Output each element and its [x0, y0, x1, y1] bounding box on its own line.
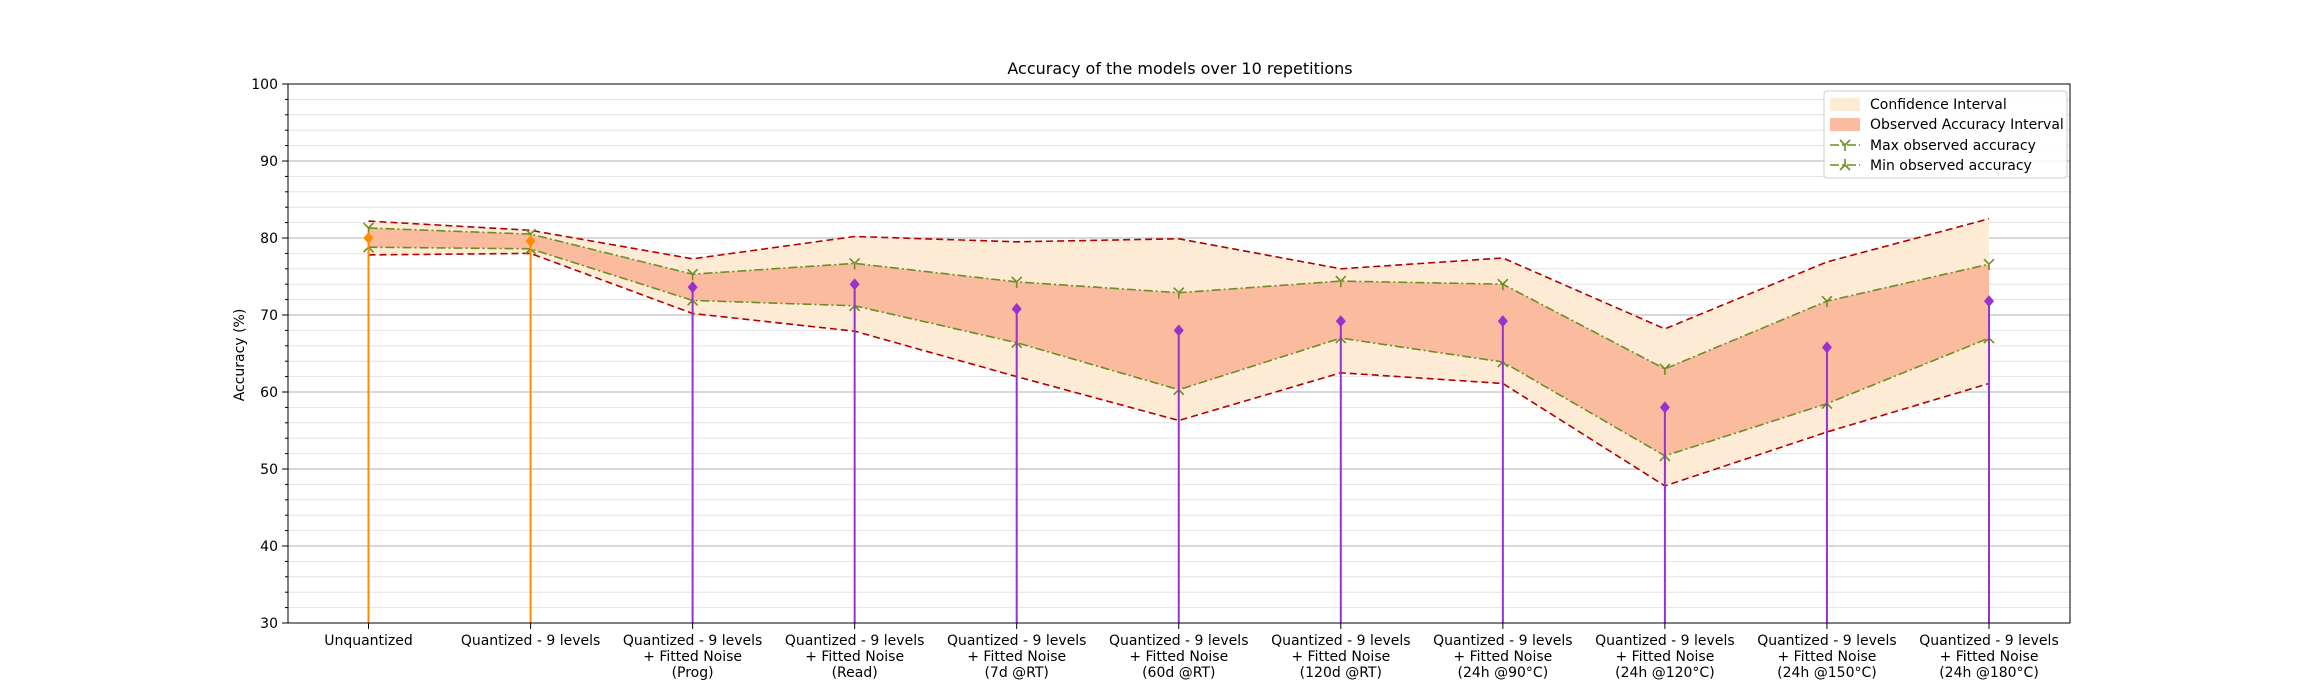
confidence-upper-line: [368, 218, 1990, 330]
legend-label-observed: Observed Accuracy Interval: [1870, 117, 2064, 133]
y-tick-label: 40: [260, 539, 278, 555]
legend: Confidence Interval Observed Accuracy In…: [1823, 90, 2068, 179]
y-tick-label: 60: [260, 385, 278, 401]
y-tick-label: 70: [260, 308, 278, 324]
x-tick-label: Quantized - 9 levels + Fitted Noise (24h @…: [1919, 633, 2058, 681]
x-tick-label: Quantized - 9 levels + Fitted Noise (24h @…: [1595, 633, 1734, 681]
y-tick-label: 100: [251, 77, 278, 93]
mean-accuracy-marker: [1821, 341, 1832, 354]
y-tick-label: 30: [260, 616, 278, 632]
legend-marker-max: [1839, 139, 1851, 151]
max-accuracy-point: [1335, 275, 1347, 288]
x-tick-label: Quantized - 9 levels + Fitted Noise (60d @…: [1109, 633, 1248, 681]
max-accuracy-point: [1173, 287, 1185, 299]
legend-frame: [1823, 90, 2068, 179]
mean-accuracy-marker: [1011, 302, 1022, 315]
y-tick-label: 50: [260, 462, 278, 478]
mean-accuracy-marker: [1497, 315, 1508, 328]
max-accuracy-point: [1821, 295, 1833, 308]
axes: 30 40 50 60 70 80 90 100 Unquantized Quantized - …: [251, 77, 2071, 681]
mean-accuracy-marker: [363, 232, 374, 244]
x-tick-label: Quantized - 9 levels + Fitted Noise (Prog): [623, 633, 762, 681]
mean-accuracy-marker: [1173, 324, 1184, 337]
max-accuracy-point: [849, 257, 861, 270]
mean-accuracy-marker: [1984, 295, 1994, 308]
max-accuracy-point: [1983, 258, 1995, 271]
mean-accuracy-stems: [363, 232, 1994, 623]
x-tick-label: Unquantized: [324, 633, 413, 649]
legend-label-max: Max observed accuracy: [1870, 138, 2036, 154]
max-accuracy-point: [1497, 278, 1509, 291]
x-tick-label: Quantized - 9 levels: [461, 633, 600, 649]
max-accuracy-point: [687, 268, 699, 281]
legend-label-confidence: Confidence Interval: [1870, 97, 2007, 113]
x-tick-label: Quantized - 9 levels + Fitted Noise (Read): [785, 633, 924, 681]
x-tick-label: Quantized - 9 levels + Fitted Noise (7d @R…: [947, 633, 1086, 681]
x-tick-label: Quantized - 9 levels + Fitted Noise (120d …: [1271, 633, 1410, 681]
x-tick-label: Quantized - 9 levels + Fitted Noise (24h @…: [1757, 633, 1896, 681]
legend-label-min: Min observed accuracy: [1870, 158, 2032, 174]
legend-swatch-observed: [1830, 118, 1860, 131]
confidence-lower-line: [368, 252, 1990, 487]
y-tick-label: 90: [260, 154, 278, 170]
y-axis-label: Accuracy (%): [232, 309, 248, 402]
chart-title: Accuracy of the models over 10 repetitio…: [1007, 59, 1352, 78]
x-tick-label: Quantized - 9 levels + Fitted Noise (24h @…: [1433, 633, 1572, 681]
max-accuracy-point: [1011, 276, 1023, 288]
mean-accuracy-marker: [687, 281, 698, 294]
max-accuracy-point: [1659, 363, 1671, 375]
mean-accuracy-marker: [1659, 401, 1670, 414]
mean-accuracy-marker: [525, 235, 536, 248]
legend-swatch-confidence: [1830, 98, 1860, 111]
legend-marker-min: [1839, 159, 1851, 171]
mean-accuracy-marker: [849, 278, 860, 291]
mean-accuracy-marker: [1335, 315, 1346, 328]
y-tick-label: 80: [260, 231, 278, 247]
